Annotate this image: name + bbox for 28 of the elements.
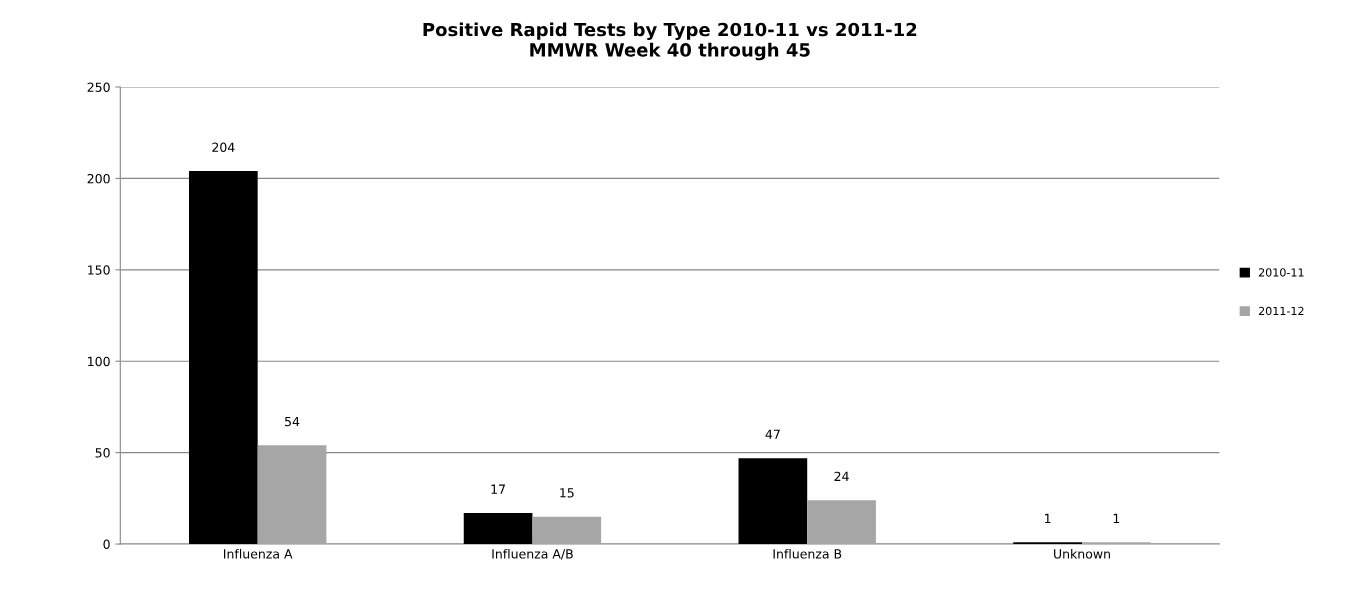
data-label: 1 [1045, 513, 1051, 523]
data-label: 1 [1113, 513, 1120, 523]
y-tick-label: 0 [103, 539, 110, 549]
data-label: 17 [491, 484, 505, 494]
data-label: 47 [765, 429, 780, 439]
x-tick-label: Influenza B [773, 548, 842, 559]
x-tick-label: Influenza A/B [492, 548, 573, 560]
y-tick-label: 100 [88, 356, 110, 367]
bar [463, 512, 533, 545]
bar [257, 445, 327, 545]
bar [738, 458, 808, 545]
y-tick-label: 200 [87, 173, 110, 184]
bar [532, 516, 602, 545]
bar [188, 171, 258, 545]
legend-label: 2010-11 [1258, 268, 1304, 277]
legend-label: 2011-12 [1258, 306, 1304, 316]
x-tick-label: Influenza A [224, 548, 293, 559]
bar [807, 500, 876, 545]
data-label: 54 [285, 416, 300, 427]
data-label: 24 [834, 471, 849, 481]
chart-title: Positive Rapid Tests by Type 2010-11 vs 2011-12 [423, 22, 917, 41]
data-label: 204 [212, 142, 235, 153]
y-tick-label: 150 [88, 265, 110, 275]
y-tick-label: 50 [95, 448, 110, 458]
chart-subtitle: MMWR Week 40 through 45 [530, 42, 810, 61]
x-tick-label: Unknown [1054, 548, 1110, 559]
data-label: 15 [560, 488, 574, 498]
y-tick-label: 250 [87, 82, 110, 92]
